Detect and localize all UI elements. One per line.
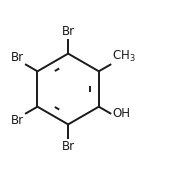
Text: Br: Br (11, 114, 24, 127)
Text: Br: Br (62, 25, 75, 38)
Text: Br: Br (11, 51, 24, 64)
Text: CH$_3$: CH$_3$ (112, 49, 136, 64)
Text: Br: Br (62, 140, 75, 153)
Text: OH: OH (112, 107, 130, 120)
